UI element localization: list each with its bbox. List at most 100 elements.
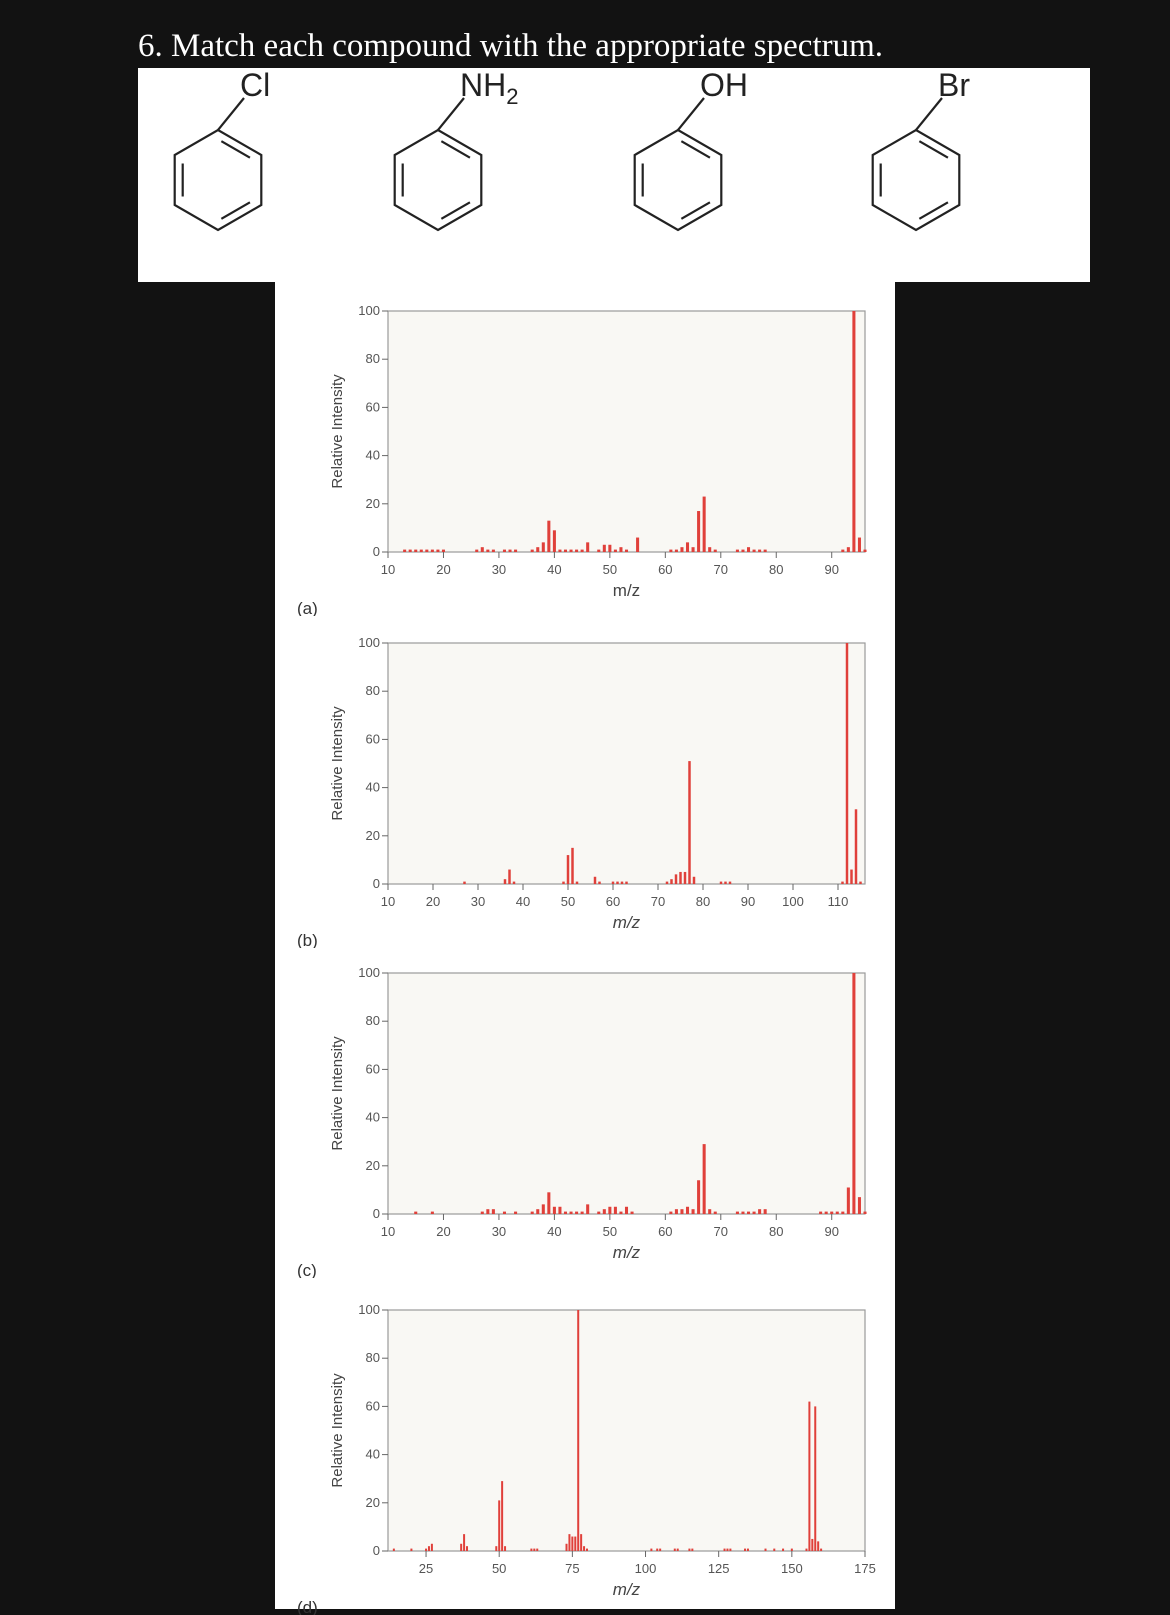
y-tick-label: 80	[366, 351, 380, 366]
peak-bar	[854, 809, 858, 884]
peak-bar	[552, 530, 556, 552]
peak-bar	[408, 549, 412, 552]
peak-bar	[741, 549, 745, 552]
peak-bar	[752, 549, 756, 552]
peak-bar	[656, 1548, 659, 1551]
peak-bar	[702, 496, 706, 552]
peak-bar	[566, 855, 570, 884]
peak-bar	[563, 1211, 568, 1214]
x-tick-label: 50	[603, 562, 617, 577]
x-axis-label: m/z	[613, 913, 641, 932]
aniline-structure: NH2	[393, 68, 518, 232]
peak-bar	[624, 1206, 629, 1214]
peak-bar	[410, 1548, 413, 1551]
peak-bar	[611, 881, 615, 884]
y-tick-label: 80	[366, 1350, 380, 1365]
peak-bar	[744, 1548, 747, 1551]
x-tick-label: 80	[769, 562, 783, 577]
peak-bar	[713, 1211, 717, 1214]
peak-bar	[724, 881, 727, 884]
peak-bar	[565, 1543, 568, 1551]
peak-bar	[427, 1546, 430, 1551]
peak-bar	[752, 1211, 756, 1214]
peak-bar	[575, 549, 579, 552]
x-tick-label: 30	[492, 1224, 506, 1239]
peak-bar	[624, 549, 629, 552]
peak-bar	[846, 547, 850, 552]
peak-bar	[403, 549, 407, 552]
peak-bar	[685, 1206, 690, 1214]
y-axis-label: Relative Intensity	[329, 706, 346, 821]
peak-bar	[665, 881, 669, 884]
phenol-structure: OH	[633, 68, 748, 232]
bromobenzene-structure: Br	[871, 68, 970, 232]
peak-bar	[430, 1543, 433, 1551]
peak-bar	[859, 881, 862, 884]
peak-bar	[508, 869, 511, 884]
y-axis-label: Relative Intensity	[329, 1036, 346, 1151]
peak-bar	[764, 1548, 767, 1551]
question-title: 6. Match each compound with the appropri…	[138, 28, 884, 64]
peak-bar	[569, 549, 573, 552]
peak-bar	[691, 1209, 695, 1214]
double-bond	[220, 201, 251, 220]
x-tick-label: 10	[381, 562, 395, 577]
peak-bar	[691, 1548, 694, 1551]
x-tick-label: 10	[381, 1224, 395, 1239]
x-tick-label: 110	[828, 894, 849, 909]
double-bond	[680, 140, 711, 159]
peak-bar	[630, 1211, 634, 1214]
substituent-subscript: 2	[506, 84, 518, 109]
y-tick-label: 80	[366, 1013, 380, 1028]
y-tick-label: 0	[373, 876, 380, 891]
peak-bar	[547, 1192, 551, 1214]
peak-bar	[541, 1204, 545, 1214]
benzene-ring	[393, 128, 483, 232]
x-tick-label: 20	[436, 562, 450, 577]
peak-bar	[530, 1548, 533, 1551]
peak-bar	[685, 542, 690, 552]
spectrum-a-chart: 0 20 40 60 80 100 10 20 30 40 50 60 70 80 90 m/z Relativ…	[297, 303, 867, 616]
peak-bar	[726, 1548, 729, 1551]
y-tick-label: 40	[366, 1447, 380, 1462]
peak-bar	[463, 1534, 466, 1551]
x-tick-label: 150	[781, 1561, 803, 1576]
peak-bar	[673, 1548, 676, 1551]
substituent-label: OH	[700, 68, 748, 103]
peak-bar	[558, 1206, 562, 1214]
peak-bar	[735, 1211, 739, 1214]
x-tick-label: 50	[603, 1224, 617, 1239]
peak-bar	[852, 311, 856, 552]
peak-bar	[392, 1548, 395, 1551]
double-bond	[440, 201, 471, 220]
y-tick-label: 100	[358, 965, 380, 980]
y-tick-label: 80	[366, 683, 380, 698]
peak-bar	[811, 1538, 814, 1551]
peak-bar	[790, 1548, 793, 1551]
peak-bar	[746, 1548, 749, 1551]
peak-bar	[430, 1211, 434, 1214]
peak-bar	[741, 1211, 745, 1214]
y-tick-label: 40	[366, 780, 380, 795]
peak-bar	[491, 1209, 495, 1214]
peak-bar	[708, 547, 712, 552]
y-tick-label: 60	[366, 731, 380, 746]
substituent-label: Cl	[240, 68, 270, 103]
peak-bar	[558, 549, 562, 552]
peak-bar	[830, 1211, 834, 1214]
x-tick-label: 90	[824, 562, 838, 577]
peak-bar	[486, 549, 490, 552]
peak-bar	[563, 549, 568, 552]
peak-bar	[763, 1209, 767, 1214]
x-tick-label: 50	[492, 1561, 506, 1576]
peak-bar	[593, 876, 597, 884]
y-tick-label: 0	[373, 1206, 380, 1221]
peak-bar	[863, 1211, 867, 1214]
peak-bar	[863, 549, 867, 552]
peak-bar	[729, 1548, 732, 1551]
peak-bar	[495, 1546, 498, 1551]
peak-bar	[841, 1211, 845, 1214]
x-tick-label: 90	[741, 894, 755, 909]
double-bond	[440, 140, 471, 159]
y-tick-label: 100	[358, 303, 380, 318]
